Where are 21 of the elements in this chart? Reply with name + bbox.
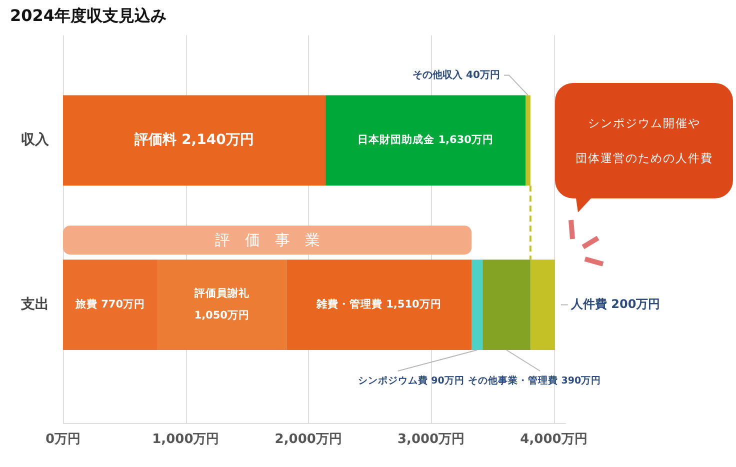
text: シンポジウム開催や bbox=[588, 116, 700, 130]
chart-title: 2024年度収支見込み bbox=[10, 6, 167, 25]
text: その他収入 40万円 bbox=[412, 70, 500, 81]
y-tick-label: 収入 bbox=[21, 132, 50, 148]
x-tick-label: 4,000万円 bbox=[520, 432, 588, 448]
x-tick-label: 1,000万円 bbox=[152, 432, 220, 448]
text: 日本財団助成金 1,630万円 bbox=[358, 134, 494, 146]
text: 雑費・管理費 1,510万円 bbox=[316, 298, 442, 311]
y-tick-label: 支出 bbox=[20, 296, 49, 312]
x-tick-label: 2,000万円 bbox=[274, 432, 342, 448]
text: 旅費 770万円 bbox=[75, 298, 146, 311]
x-tick-label: 0万円 bbox=[45, 432, 81, 448]
band-label: 評価事業 bbox=[214, 230, 335, 249]
data-label: 1,050万円 bbox=[194, 310, 250, 322]
text: その他事業・管理費 390万円 bbox=[468, 375, 602, 386]
text: 人件費 200万円 bbox=[570, 296, 660, 311]
text: シンポジウム費 90万円 bbox=[358, 375, 464, 386]
text: 団体運営のための人件費 bbox=[575, 151, 713, 166]
text: 評価料 2,140万円 bbox=[134, 132, 254, 148]
series-label: 評価員謝礼 bbox=[193, 286, 250, 300]
x-tick-label: 3,000万円 bbox=[397, 432, 465, 448]
